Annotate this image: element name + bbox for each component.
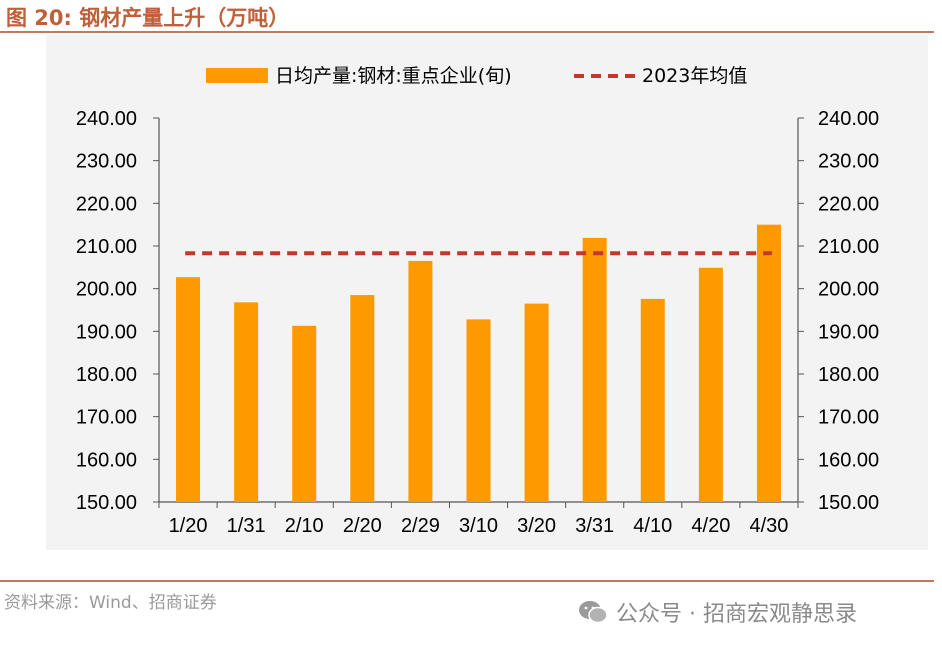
y-tick-label-right: 160.00 — [818, 449, 879, 471]
bar-3-10 — [466, 319, 491, 502]
watermark: 公众号 · 招商宏观静思录 — [578, 596, 857, 628]
bar-2-20 — [350, 295, 375, 502]
legend-bar-label: 日均产量:钢材:重点企业(旬) — [275, 65, 512, 87]
legend-line-label: 2023年均值 — [642, 65, 747, 87]
y-tick-label-left: 150.00 — [76, 492, 137, 514]
bar-2-29 — [408, 260, 433, 502]
x-tick-label: 1/31 — [227, 515, 266, 537]
y-tick-label-right: 170.00 — [818, 407, 879, 429]
y-tick-label-right: 150.00 — [818, 492, 879, 514]
bar-4-20 — [698, 267, 723, 502]
x-tick-label: 2/10 — [285, 515, 324, 537]
chart-svg: 日均产量:钢材:重点企业(旬) 2023年均值 150.00 160.00 170.… — [76, 65, 879, 537]
x-tick-label: 4/30 — [749, 515, 788, 537]
y-tick-label-right: 190.00 — [818, 321, 879, 343]
figure-title: 图 20: 钢材产量上升（万吨） — [6, 2, 289, 32]
x-tick-label: 4/10 — [633, 515, 672, 537]
x-tick-label: 3/10 — [459, 515, 498, 537]
legend: 日均产量:钢材:重点企业(旬) 2023年均值 — [206, 65, 747, 87]
y-tick-label-right: 230.00 — [818, 151, 879, 173]
bar-1-31 — [234, 302, 259, 502]
y-tick-label-right: 200.00 — [818, 279, 879, 301]
y-tick-label-left: 230.00 — [76, 151, 137, 173]
legend-bar-swatch — [206, 68, 268, 83]
y-tick-label-left: 240.00 — [76, 108, 137, 130]
y-tick-label-left: 170.00 — [76, 407, 137, 429]
y-tick-label-right: 210.00 — [818, 236, 879, 258]
wechat-icon — [579, 601, 608, 624]
figure-label: 图 20: — [6, 6, 72, 30]
y-tick-label-right: 220.00 — [818, 193, 879, 215]
bar-3-20 — [524, 303, 549, 502]
x-tick-label: 2/20 — [343, 515, 382, 537]
tick-labels: 150.00 160.00 170.00 180.00 190.00 200.00 210.… — [76, 108, 879, 537]
y-tick-label-left: 180.00 — [76, 364, 137, 386]
y-tick-label-right: 240.00 — [818, 108, 879, 130]
y-tick-label-left: 220.00 — [76, 193, 137, 215]
y-tick-label-right: 180.00 — [818, 364, 879, 386]
figure-title-text: 钢材产量上升（万吨） — [79, 6, 290, 30]
bar-2-10 — [292, 325, 317, 502]
watermark-text: 公众号 · 招商宏观静思录 — [616, 602, 857, 627]
top-rule — [0, 31, 934, 33]
y-tick-label-left: 200.00 — [76, 279, 137, 301]
x-tick-label: 1/20 — [169, 515, 208, 537]
y-tick-label-left: 190.00 — [76, 321, 137, 343]
y-tick-label-left: 210.00 — [76, 236, 137, 258]
y-tick-label-left: 160.00 — [76, 449, 137, 471]
bottom-rule — [0, 580, 934, 582]
x-tick-label: 3/31 — [575, 515, 614, 537]
x-tick-label: 3/20 — [517, 515, 556, 537]
source-note: 资料来源：Wind、招商证券 — [4, 593, 217, 613]
x-tick-label: 2/29 — [401, 515, 440, 537]
x-tick-label: 4/20 — [691, 515, 730, 537]
bar-1-20 — [176, 277, 201, 502]
bar-4-10 — [640, 298, 665, 502]
bar-4-30 — [756, 224, 781, 502]
bar-3-31 — [582, 237, 607, 503]
bars — [176, 224, 781, 503]
